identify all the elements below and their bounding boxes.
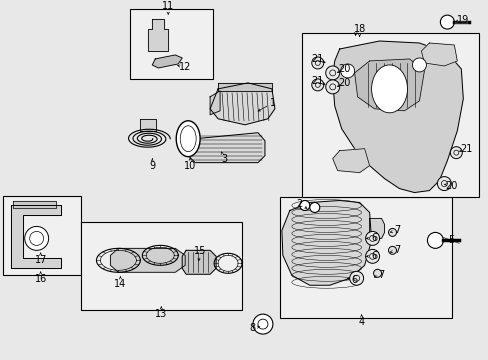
Polygon shape <box>218 83 271 91</box>
Bar <box>301 33 478 197</box>
Circle shape <box>365 231 379 246</box>
Polygon shape <box>210 91 220 115</box>
Text: 21: 21 <box>311 76 323 86</box>
Text: 2: 2 <box>296 198 303 208</box>
Circle shape <box>252 314 272 334</box>
Polygon shape <box>152 55 182 68</box>
Circle shape <box>311 57 323 69</box>
Polygon shape <box>148 19 168 51</box>
Polygon shape <box>332 41 462 193</box>
Text: 20: 20 <box>338 64 350 74</box>
Circle shape <box>309 203 319 212</box>
Polygon shape <box>281 201 371 285</box>
Circle shape <box>449 147 461 159</box>
Bar <box>3 195 81 275</box>
Text: 19: 19 <box>456 15 468 25</box>
Text: 9: 9 <box>149 161 155 171</box>
Circle shape <box>436 177 450 190</box>
Text: 21: 21 <box>311 54 323 64</box>
Circle shape <box>427 233 443 248</box>
Bar <box>81 222 242 310</box>
Text: 7: 7 <box>378 270 384 280</box>
Polygon shape <box>210 83 274 125</box>
Polygon shape <box>421 43 456 66</box>
Text: 16: 16 <box>35 274 47 284</box>
Text: 20: 20 <box>338 78 350 88</box>
Text: 11: 11 <box>162 1 174 11</box>
Polygon shape <box>188 133 264 163</box>
Ellipse shape <box>176 121 200 157</box>
Polygon shape <box>332 149 369 172</box>
Text: 6: 6 <box>371 233 377 243</box>
Text: 15: 15 <box>194 246 206 256</box>
Text: 12: 12 <box>179 62 191 72</box>
Circle shape <box>349 271 363 285</box>
Bar <box>130 9 213 79</box>
Bar <box>279 197 451 318</box>
Circle shape <box>325 80 339 94</box>
Circle shape <box>411 58 426 72</box>
Circle shape <box>25 226 48 250</box>
Circle shape <box>388 246 396 254</box>
Circle shape <box>440 15 453 29</box>
Circle shape <box>365 249 379 263</box>
Polygon shape <box>140 119 156 131</box>
Text: 14: 14 <box>114 279 126 289</box>
Text: 8: 8 <box>248 323 255 333</box>
Text: 20: 20 <box>444 181 457 190</box>
Circle shape <box>299 201 309 211</box>
Text: 4: 4 <box>358 317 364 327</box>
Polygon shape <box>369 219 384 238</box>
Text: 5: 5 <box>447 235 453 246</box>
Polygon shape <box>354 59 424 111</box>
Polygon shape <box>182 250 216 274</box>
Text: 7: 7 <box>394 246 400 255</box>
Text: 7: 7 <box>394 225 400 235</box>
Polygon shape <box>110 248 185 272</box>
Text: 18: 18 <box>353 24 365 34</box>
Polygon shape <box>13 201 56 208</box>
Text: 1: 1 <box>269 98 275 108</box>
Circle shape <box>373 269 381 277</box>
Circle shape <box>388 229 396 237</box>
Text: 3: 3 <box>221 154 226 164</box>
Text: 17: 17 <box>34 255 47 265</box>
Circle shape <box>340 64 354 78</box>
Polygon shape <box>11 206 61 268</box>
Text: 21: 21 <box>459 144 471 154</box>
Text: 6: 6 <box>371 251 377 261</box>
Text: 10: 10 <box>183 161 196 171</box>
Ellipse shape <box>371 65 407 113</box>
Text: 6: 6 <box>351 275 357 285</box>
Circle shape <box>325 66 339 80</box>
Circle shape <box>311 79 323 91</box>
Text: 13: 13 <box>155 309 167 319</box>
